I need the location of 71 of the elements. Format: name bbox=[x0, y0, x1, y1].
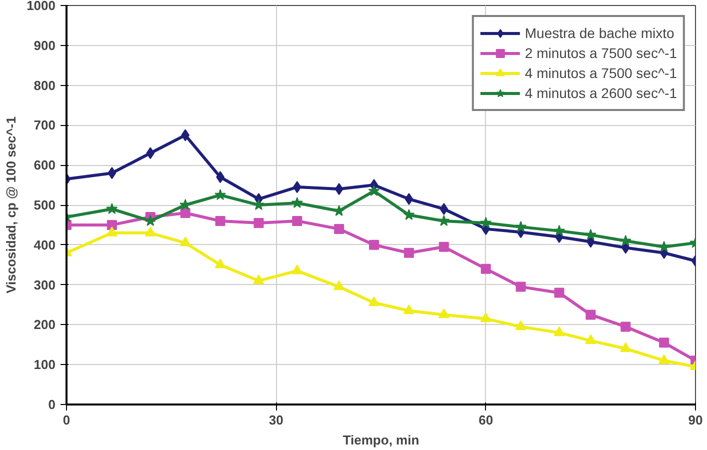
point bbox=[369, 240, 380, 250]
point bbox=[292, 216, 302, 226]
point bbox=[291, 197, 303, 208]
legend-label: 4 minutos a 7500 sec^-1 bbox=[524, 65, 677, 81]
point bbox=[214, 189, 226, 200]
point bbox=[368, 296, 380, 306]
point bbox=[554, 326, 565, 336]
point bbox=[438, 242, 449, 252]
point bbox=[554, 288, 564, 298]
point bbox=[253, 274, 264, 284]
point bbox=[403, 304, 414, 314]
y-axis-title: Viscosidad, cp @ 100 sec^-1 bbox=[4, 116, 19, 294]
point bbox=[515, 220, 527, 232]
point bbox=[292, 181, 302, 194]
x-tick-label: 90 bbox=[688, 412, 703, 428]
point bbox=[480, 264, 491, 274]
point bbox=[553, 224, 565, 236]
point bbox=[333, 204, 345, 216]
point bbox=[515, 320, 526, 330]
point bbox=[440, 202, 448, 215]
y-tick-label: 300 bbox=[34, 277, 56, 292]
y-tick-label: 100 bbox=[34, 357, 56, 372]
point bbox=[180, 236, 191, 246]
point bbox=[403, 208, 415, 220]
legend-label: 2 minutos a 7500 sec^-1 bbox=[524, 45, 677, 61]
point bbox=[106, 220, 117, 230]
y-tick-label: 600 bbox=[34, 158, 56, 173]
y-tick-label: 800 bbox=[34, 78, 56, 93]
point bbox=[480, 216, 492, 228]
point bbox=[438, 308, 450, 318]
point bbox=[108, 167, 116, 180]
legend-label: Muestra de bache mixto bbox=[524, 25, 674, 41]
point bbox=[659, 338, 670, 348]
point bbox=[146, 147, 155, 160]
y-tick-label: 0 bbox=[48, 397, 56, 412]
point bbox=[106, 202, 118, 214]
point bbox=[586, 310, 596, 320]
point bbox=[516, 282, 526, 292]
point bbox=[292, 264, 303, 274]
point bbox=[584, 228, 596, 240]
point bbox=[214, 258, 226, 268]
point bbox=[254, 218, 264, 228]
y-tick-label: 1000 bbox=[26, 0, 56, 13]
point bbox=[180, 208, 190, 218]
point bbox=[620, 342, 632, 352]
y-tick-label: 200 bbox=[34, 317, 56, 332]
y-tick-label: 700 bbox=[34, 118, 56, 133]
point bbox=[620, 234, 632, 246]
point bbox=[334, 224, 344, 234]
point bbox=[585, 334, 596, 344]
point bbox=[480, 312, 492, 322]
point bbox=[334, 183, 344, 196]
y-tick-label: 500 bbox=[34, 198, 56, 212]
point bbox=[438, 214, 450, 226]
y-tick-label: 400 bbox=[34, 237, 56, 252]
point bbox=[106, 226, 118, 236]
point bbox=[658, 240, 670, 252]
x-tick-label: 0 bbox=[62, 412, 70, 428]
y-tick-label: 900 bbox=[34, 38, 56, 53]
point bbox=[658, 354, 670, 364]
x-tick-label: 60 bbox=[478, 412, 494, 428]
x-axis-title: Tiempo, min bbox=[342, 432, 420, 448]
point bbox=[404, 193, 414, 206]
point bbox=[215, 216, 226, 226]
point bbox=[144, 226, 156, 236]
point bbox=[404, 248, 414, 258]
legend-label: 4 minutos a 2600 sec^-1 bbox=[524, 85, 677, 101]
point bbox=[368, 185, 380, 196]
x-tick-label: 30 bbox=[268, 412, 284, 428]
point bbox=[334, 280, 345, 290]
point bbox=[620, 322, 631, 332]
